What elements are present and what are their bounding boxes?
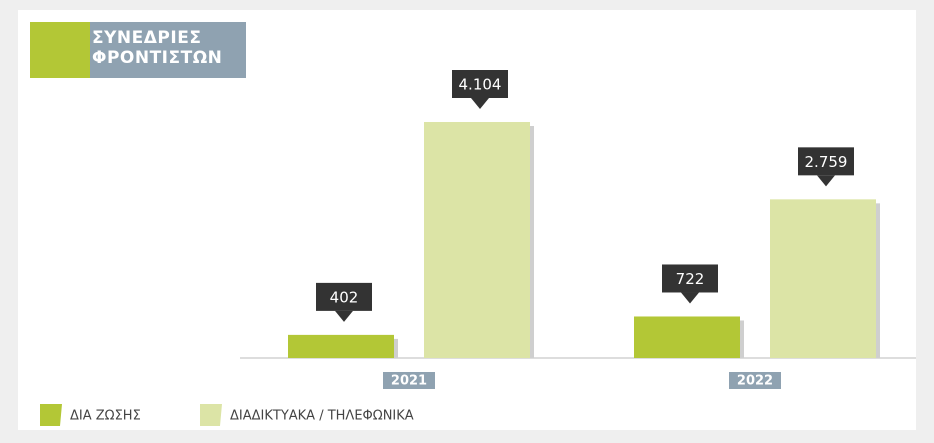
x-tick-label: 2021 [391, 374, 427, 389]
value-label-box [662, 264, 718, 293]
value-label-box [316, 282, 372, 311]
legend-label: ΔΙΑΔΙΚΤΥΑΚΑ / ΤΗΛΕΦΩΝΙΚΑ [230, 409, 414, 424]
value-label: 402 [330, 288, 359, 306]
chart-title: ΣΥΝΕΔΡΙΕΣ ΦΡΟΝΤΙΣΤΩΝ [92, 28, 223, 68]
year-box [729, 372, 781, 389]
value-label: 2.759 [805, 153, 848, 171]
title-box [90, 22, 246, 78]
legend-swatch [200, 404, 222, 426]
bar [288, 334, 394, 358]
value-label: 4.104 [459, 76, 502, 94]
value-label-pointer [471, 98, 489, 109]
x-tick-label: 2022 [737, 374, 773, 389]
bar [634, 316, 740, 358]
bar [424, 122, 530, 358]
title-accent [30, 22, 90, 78]
legend-label: ΔΙΑ ΖΩΣΗΣ [70, 409, 141, 424]
value-label-pointer [335, 310, 353, 322]
value-label-box [452, 70, 508, 98]
value-label-box [798, 147, 854, 176]
year-box [383, 372, 435, 389]
legend-swatch [40, 404, 62, 426]
bar [770, 199, 876, 358]
value-label-pointer [681, 292, 699, 304]
value-label-pointer [817, 175, 835, 187]
value-label: 722 [676, 270, 705, 288]
